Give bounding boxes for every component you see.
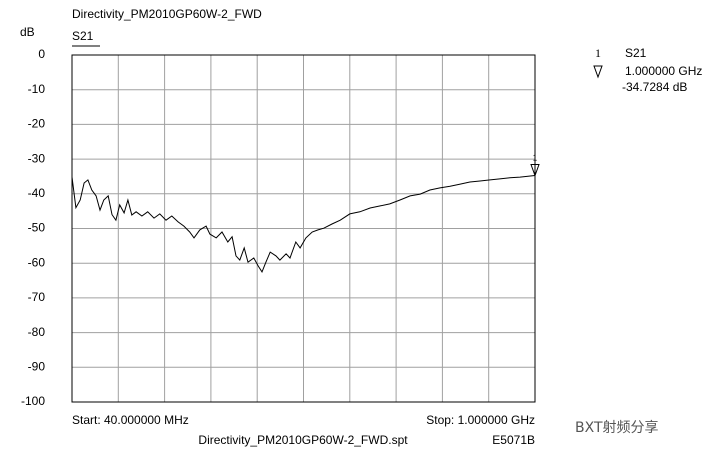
marker-number: 1 [595, 46, 601, 60]
watermark: BXT射频分享 [575, 419, 659, 436]
marker-icon [593, 65, 603, 79]
y-tick-label: 0 [38, 47, 45, 61]
stop-label: Stop: 1.000000 GHz [426, 413, 535, 427]
y-tick-label: -50 [28, 221, 46, 235]
file-label: Directivity_PM2010GP60W-2_FWD.spt [198, 433, 408, 447]
marker-value: -34.7284 dB [622, 80, 687, 94]
chart-title: Directivity_PM2010GP60W-2_FWD [72, 7, 262, 21]
y-unit: dB [20, 25, 35, 39]
y-tick-label: -100 [21, 394, 45, 408]
trace-label: S21 [72, 29, 94, 43]
y-tick-label: -20 [28, 117, 46, 131]
y-tick-label: -90 [28, 359, 46, 373]
y-tick-label: -30 [28, 151, 46, 165]
y-tick-label: -40 [28, 186, 46, 200]
marker-trace: S21 [625, 46, 647, 60]
marker-tag: 1 [533, 154, 538, 163]
marker-x: 1.000000 GHz [625, 64, 702, 78]
plot-frame [71, 54, 536, 403]
start-label: Start: 40.000000 MHz [72, 413, 189, 427]
y-tick-label: -60 [28, 255, 46, 269]
instrument-label: E5071B [492, 433, 535, 447]
y-tick-label: -80 [28, 325, 46, 339]
trace-line [71, 175, 536, 273]
y-tick-label: -10 [28, 82, 46, 96]
marker [530, 164, 540, 177]
y-tick-label: -70 [28, 290, 46, 304]
